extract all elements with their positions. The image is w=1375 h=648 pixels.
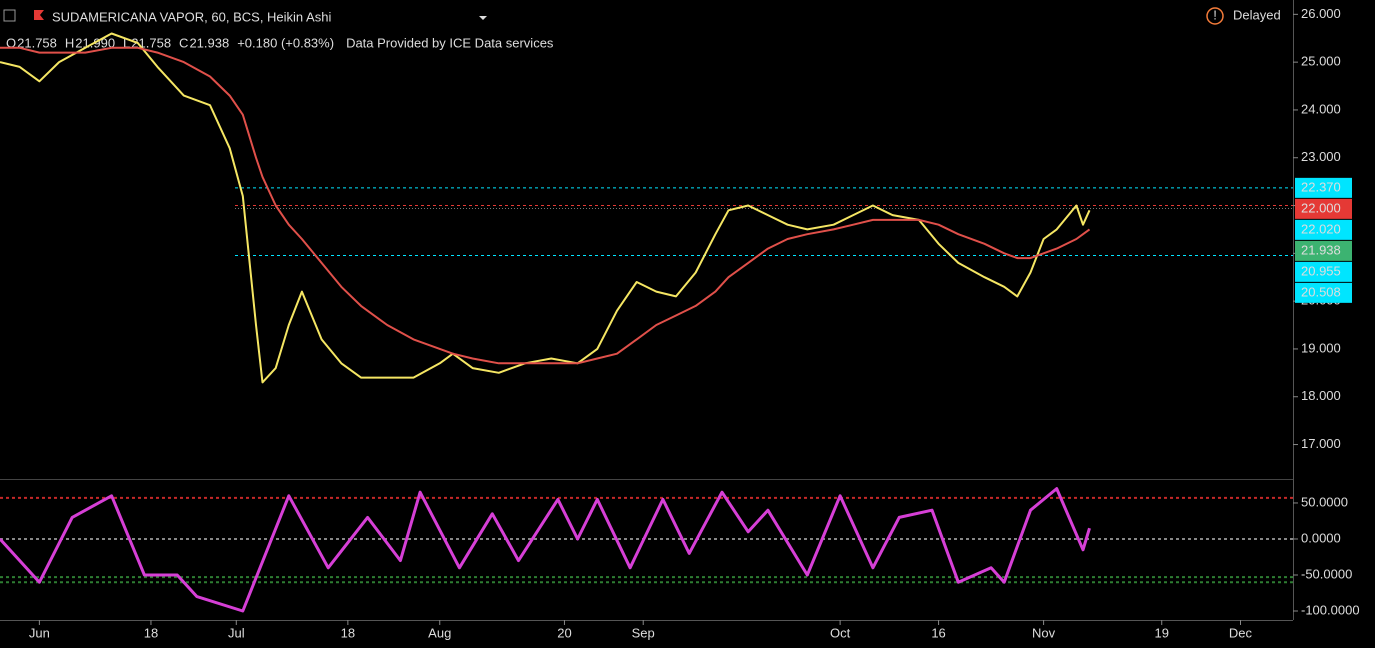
x-tick-label: 20: [557, 625, 571, 640]
y-tick-label: 19.000: [1301, 340, 1341, 355]
y-tick-label: 26.000: [1301, 6, 1341, 21]
ohlc-key: H: [65, 35, 74, 50]
price-label: 20.508: [1301, 284, 1341, 299]
collapse-icon[interactable]: [3, 9, 16, 22]
x-tick-label: Sep: [632, 625, 655, 640]
y-tick-label: 18.000: [1301, 388, 1341, 403]
price-label-bg: [1295, 219, 1352, 240]
data-source: Data Provided by ICE Data services: [346, 35, 554, 50]
x-tick-label: Nov: [1032, 625, 1056, 640]
y-tick-label: 17.000: [1301, 436, 1341, 451]
delayed-icon-mark: !: [1213, 7, 1217, 22]
price-label: 20.955: [1301, 263, 1341, 278]
price-label: 22.370: [1301, 179, 1341, 194]
chart-title[interactable]: SUDAMERICANA VAPOR, 60, BCS, Heikin Ashi: [52, 9, 331, 24]
y-tick-label: 0.0000: [1301, 530, 1341, 545]
price-label-bg: [1295, 177, 1352, 198]
y-tick-label: 25.000: [1301, 54, 1341, 69]
price-label: 22.000: [1301, 200, 1341, 215]
y-tick-label: 24.000: [1301, 101, 1341, 116]
x-tick-label: Dec: [1229, 625, 1253, 640]
x-tick-label: 16: [931, 625, 945, 640]
y-tick-label: -100.0000: [1301, 602, 1360, 617]
x-tick-label: Jul: [228, 625, 245, 640]
ohlc-value: 21.758: [17, 35, 57, 50]
ohlc-key: L: [123, 35, 130, 50]
series-line: [0, 46, 1091, 365]
price-label: 21.938: [1301, 242, 1341, 257]
x-tick-label: Aug: [428, 625, 451, 640]
x-tick-label: Jun: [29, 625, 50, 640]
price-label-bg: [1295, 198, 1352, 219]
y-tick-label: 23.000: [1301, 149, 1341, 164]
status: Delayed: [1233, 7, 1281, 22]
x-tick-label: 18: [341, 625, 355, 640]
ohlc-value: 21.938: [189, 35, 229, 50]
price-label: 22.020: [1301, 221, 1341, 236]
dropdown-icon[interactable]: [479, 16, 487, 20]
ohlc-key: O: [6, 35, 16, 50]
change: +0.180 (+0.83%): [237, 35, 334, 50]
ohlc-legend: O 21.758 H 21.990 L 21.758 C 21.938 +0.180 (+0.8…: [6, 35, 554, 50]
x-tick-label: 19: [1154, 625, 1168, 640]
y-tick-label: 50.0000: [1301, 494, 1348, 509]
price-label-bg: [1295, 261, 1352, 282]
series-line: [0, 487, 1091, 613]
ohlc-key: C: [179, 35, 188, 50]
price-label-bg: [1295, 240, 1352, 261]
price-label-bg: [1295, 282, 1352, 303]
delayed-icon: [1206, 7, 1224, 25]
x-tick-label: Oct: [830, 625, 851, 640]
y-tick-label: -50.0000: [1301, 566, 1352, 581]
flag-icon: [34, 10, 44, 20]
x-tick-label: 18: [144, 625, 158, 640]
